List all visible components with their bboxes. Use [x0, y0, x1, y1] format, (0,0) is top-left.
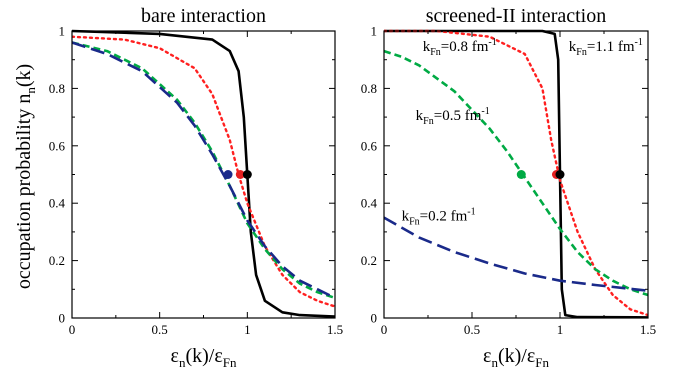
series-line-1	[72, 29, 335, 318]
series-line-4	[384, 216, 648, 292]
series-annotation-1: kFn=0.8 fm-1	[423, 37, 497, 58]
chart-title: bare interaction	[141, 5, 266, 27]
series-line-2	[72, 35, 335, 308]
x-axis-label: εn(k)/εFn	[483, 345, 549, 370]
y-tick-label: 0.2	[361, 253, 377, 268]
chart-title: screened-II interaction	[426, 5, 606, 27]
y-tick-label: 1	[59, 24, 66, 39]
y-tick-label: 0.8	[361, 81, 377, 96]
x-tick-label: 0	[381, 322, 388, 337]
y-tick-label: 0.6	[361, 138, 378, 153]
y-tick-label: 0.4	[361, 196, 378, 211]
y-tick-label: 0	[371, 311, 378, 326]
x-tick-label: 0.5	[464, 322, 480, 337]
marker-point-3	[242, 170, 252, 179]
chart-panel-1: bare interaction 0 0.5 1 1.5 0 0.2 0.4 0.6 0.8 1 εn…	[13, 5, 343, 370]
x-tick-label: 1.5	[640, 322, 656, 337]
y-tick-label: 0.6	[49, 138, 66, 153]
series-line-2	[384, 29, 648, 317]
x-tick-label: 1.5	[327, 322, 343, 337]
plot-frame	[71, 30, 336, 319]
x-tick-label: 1	[244, 322, 251, 337]
marker-point-2	[235, 170, 245, 179]
series-line-3	[384, 49, 648, 297]
y-tick-label: 0.8	[49, 81, 65, 96]
x-axis-label: εn(k)/εFn	[171, 345, 237, 370]
y-tick-label: 1	[371, 24, 378, 39]
chart-panel-2: screened-II interaction 0 0.5 1 1.5 0 0.2 0.4 0.…	[361, 5, 656, 370]
plot-frame	[383, 30, 649, 319]
marker-point-3	[555, 170, 565, 179]
marker-point-1	[516, 170, 526, 179]
series-annotation-3: kFn=0.5 fm-1	[416, 106, 490, 127]
x-tick-label: 0	[69, 322, 76, 337]
y-tick-label: 0	[59, 311, 66, 326]
series-line-1	[384, 29, 648, 318]
series-annotation-4: kFn=0.2 fm-1	[402, 206, 476, 227]
marker-point-1	[223, 170, 233, 179]
series-annotation-2: kFn=1.1 fm-1	[569, 37, 643, 58]
y-tick-label: 0.2	[49, 253, 65, 268]
x-tick-label: 0.5	[152, 322, 168, 337]
series-line-4	[72, 41, 335, 300]
y-tick-label: 0.4	[49, 196, 66, 211]
x-tick-label: 1	[557, 322, 564, 337]
y-axis-label: occupation probability nn(k)	[13, 64, 38, 289]
